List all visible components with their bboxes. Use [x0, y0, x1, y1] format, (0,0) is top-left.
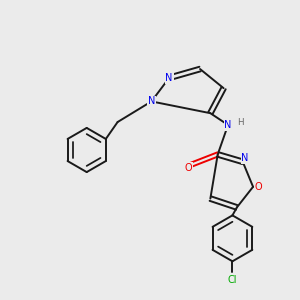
- Text: Cl: Cl: [228, 274, 237, 285]
- Text: O: O: [254, 182, 262, 192]
- Text: N: N: [166, 73, 173, 83]
- Text: N: N: [224, 120, 232, 130]
- Text: N: N: [242, 153, 249, 163]
- Text: H: H: [237, 118, 244, 127]
- Text: N: N: [148, 96, 155, 106]
- Text: O: O: [184, 163, 192, 173]
